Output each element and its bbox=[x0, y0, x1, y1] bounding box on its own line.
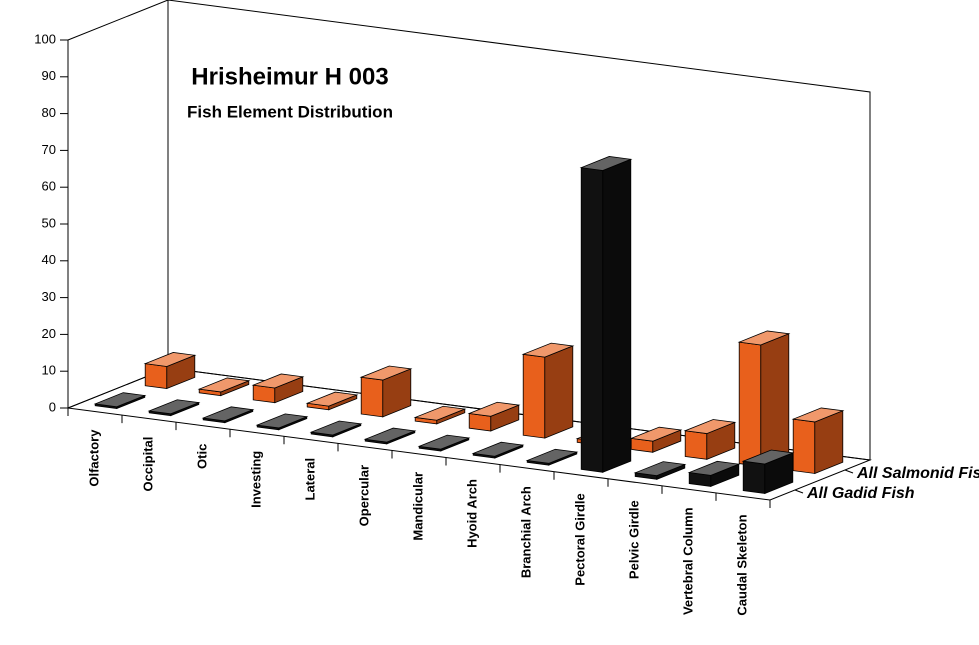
bar bbox=[741, 449, 795, 495]
bar-front bbox=[360, 376, 384, 418]
x-tick-label: Hyoid Arch bbox=[464, 479, 479, 548]
series-label: All Gadid Fish bbox=[806, 485, 915, 502]
bar bbox=[525, 448, 579, 466]
bar-top bbox=[687, 460, 741, 476]
bar bbox=[579, 156, 633, 473]
y-tick-label: 100 bbox=[34, 31, 56, 46]
bar-top bbox=[741, 449, 795, 465]
bar-top bbox=[629, 426, 683, 442]
floor bbox=[66, 367, 872, 501]
bar bbox=[93, 392, 147, 410]
z-tick bbox=[794, 489, 804, 494]
y-tick-label: 80 bbox=[42, 105, 56, 120]
bar-top bbox=[683, 419, 737, 434]
bar-top bbox=[359, 365, 413, 381]
bar-top bbox=[201, 406, 255, 422]
chart-title: Hrisheimur H 003 bbox=[191, 63, 388, 90]
y-tick-label: 40 bbox=[42, 252, 56, 267]
chart-subtitle: Fish Element Distribution bbox=[187, 102, 393, 121]
bar-top bbox=[143, 352, 197, 367]
bar-side bbox=[602, 158, 632, 473]
bar bbox=[791, 407, 845, 475]
bar bbox=[305, 391, 359, 411]
bar bbox=[737, 330, 791, 467]
y-tick-label: 30 bbox=[42, 289, 56, 304]
series-label: All Salmonid Fish bbox=[856, 465, 979, 482]
bar bbox=[687, 460, 741, 487]
bar bbox=[413, 405, 467, 425]
left-wall bbox=[67, 0, 169, 409]
bar-front bbox=[684, 430, 708, 460]
x-tick-label: Mandicular bbox=[410, 472, 425, 541]
bar bbox=[251, 373, 305, 404]
y-tick-label: 50 bbox=[42, 215, 56, 230]
x-tick-label: Vertebral Column bbox=[680, 507, 695, 615]
y-tick-label: 70 bbox=[42, 142, 56, 157]
bar-side bbox=[544, 345, 574, 439]
y-tick-label: 10 bbox=[42, 363, 56, 378]
bar-top bbox=[791, 407, 845, 423]
bar-front bbox=[580, 167, 604, 473]
x-tick-label: Investing bbox=[248, 451, 263, 508]
bar-top bbox=[737, 330, 791, 346]
bar-top bbox=[413, 405, 467, 421]
y-tick-label: 20 bbox=[42, 326, 56, 341]
x-tick-label: Branchial Arch bbox=[518, 486, 533, 578]
bar-top bbox=[633, 461, 687, 477]
bar bbox=[683, 419, 737, 460]
bar-top bbox=[471, 441, 525, 457]
x-tick-label: Otic bbox=[194, 444, 209, 469]
bar-front bbox=[522, 353, 546, 439]
bar-side bbox=[760, 333, 790, 467]
bar bbox=[359, 365, 413, 418]
bar-front bbox=[738, 341, 762, 467]
x-tick-label: Pelvic Girdle bbox=[626, 500, 641, 579]
bar-top bbox=[579, 156, 633, 171]
bar-top bbox=[197, 377, 251, 393]
bar-top bbox=[467, 401, 521, 417]
bar bbox=[471, 441, 525, 459]
bar-top bbox=[147, 399, 201, 415]
bar bbox=[201, 406, 255, 424]
bar bbox=[197, 377, 251, 397]
bar bbox=[143, 352, 197, 390]
y-tick-label: 0 bbox=[49, 399, 56, 414]
bar bbox=[417, 434, 471, 452]
bar-top bbox=[251, 373, 305, 389]
bar-top bbox=[255, 413, 309, 429]
bar bbox=[521, 342, 575, 439]
bar-top bbox=[521, 342, 575, 358]
bar-top bbox=[417, 434, 471, 450]
bar-front bbox=[742, 460, 766, 494]
bar-top bbox=[305, 391, 359, 407]
x-tick-label: Olfactory bbox=[86, 429, 101, 487]
y-tick-label: 90 bbox=[42, 68, 56, 83]
bar-front bbox=[144, 363, 168, 390]
bar bbox=[255, 413, 309, 431]
bar-top bbox=[309, 420, 363, 436]
z-tick bbox=[844, 469, 854, 474]
x-tick-label: Opercular bbox=[356, 465, 371, 526]
x-tick-label: Lateral bbox=[302, 458, 317, 501]
bar bbox=[309, 420, 363, 438]
x-tick-label: Pectoral Girdle bbox=[572, 493, 587, 585]
bar bbox=[633, 461, 687, 480]
bar bbox=[147, 399, 201, 417]
y-tick-label: 60 bbox=[42, 179, 56, 194]
bar-top bbox=[363, 427, 417, 443]
bar bbox=[363, 427, 417, 445]
bar bbox=[629, 426, 683, 453]
x-tick-label: Caudal Skeleton bbox=[734, 514, 749, 615]
x-tick-label: Occipital bbox=[140, 437, 155, 492]
bar-front bbox=[792, 418, 816, 474]
bar-top bbox=[525, 448, 579, 464]
bar-top bbox=[93, 392, 147, 408]
bar bbox=[467, 401, 521, 432]
